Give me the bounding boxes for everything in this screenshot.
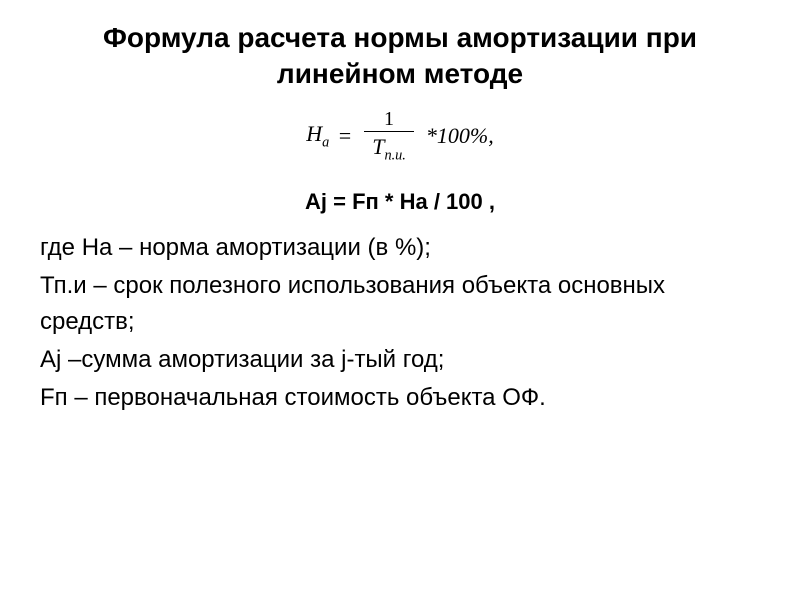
denominator: Тп.и. bbox=[364, 132, 414, 164]
fraction: 1 Тп.и. bbox=[364, 108, 414, 164]
denom-var: Т bbox=[372, 134, 384, 159]
def-text-1: – норма амортизации (в %); bbox=[112, 234, 431, 261]
definition-line-1: где На – норма амортизации (в %); bbox=[40, 230, 760, 266]
definition-line-4: Fп – первоначальная стоимость объекта ОФ… bbox=[40, 380, 760, 416]
def-text-4: – первоначальная стоимость объекта ОФ. bbox=[68, 384, 546, 411]
main-formula: На = 1 Тп.и. *100%, bbox=[40, 108, 760, 164]
def-text-2: – срок полезного использования объекта о… bbox=[40, 272, 665, 335]
def-text-3: –сумма амортизации за j-тый год; bbox=[61, 346, 444, 373]
definition-line-3: Аj –сумма амортизации за j-тый год; bbox=[40, 342, 760, 378]
lhs-var: Н bbox=[306, 121, 322, 146]
multiply-part: *100%, bbox=[426, 123, 494, 149]
definition-line-2: Тп.и – срок полезного использования объе… bbox=[40, 268, 760, 340]
equals-sign: = bbox=[337, 123, 352, 149]
secondary-formula: Аj = Fп * На / 100 , bbox=[40, 189, 760, 215]
def-var-1: На bbox=[82, 234, 113, 261]
lhs-sub: а bbox=[322, 134, 329, 150]
def-var-4: Fп bbox=[40, 384, 68, 411]
denom-sub: п.и. bbox=[384, 147, 405, 163]
slide-title: Формула расчета нормы амортизации при ли… bbox=[40, 20, 760, 93]
def-prefix: где bbox=[40, 234, 82, 261]
def-var-2: Тп.и bbox=[40, 272, 87, 299]
formula-lhs: На bbox=[306, 121, 329, 151]
definitions-block: где На – норма амортизации (в %); Тп.и –… bbox=[40, 230, 760, 416]
def-var-3: Аj bbox=[40, 346, 61, 373]
numerator: 1 bbox=[376, 108, 402, 131]
